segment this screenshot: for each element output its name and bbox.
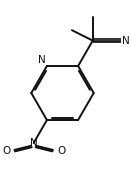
Text: N: N <box>122 36 130 46</box>
Text: O: O <box>2 147 10 156</box>
Text: O: O <box>57 147 65 156</box>
Text: N: N <box>30 138 38 148</box>
Text: N: N <box>38 55 46 65</box>
